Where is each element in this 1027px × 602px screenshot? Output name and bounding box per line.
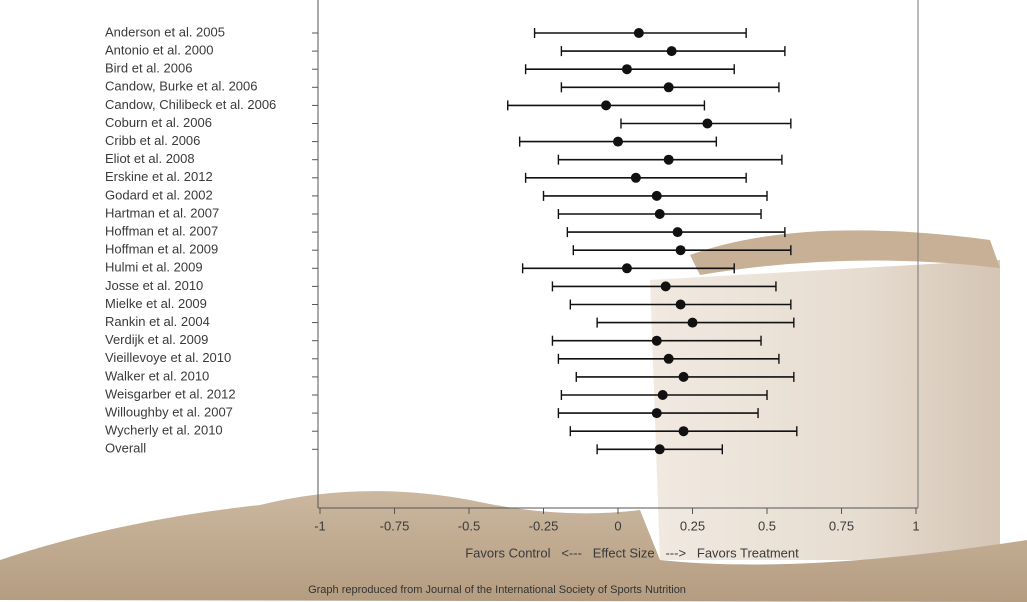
effect-point (676, 245, 686, 255)
effect-point (652, 408, 662, 418)
effect-point (673, 227, 683, 237)
study-label: Hoffman et al. 2007 (105, 224, 218, 239)
x-tick-label: 0.75 (829, 518, 854, 533)
study-label: Walker et al. 2010 (105, 368, 209, 383)
study-label: Godard et al. 2002 (105, 187, 213, 202)
effect-point (667, 46, 677, 56)
effect-point (679, 372, 689, 382)
effect-point (622, 263, 632, 273)
study-label: Antonio et al. 2000 (105, 43, 213, 58)
effect-point (702, 119, 712, 129)
effect-point (661, 281, 671, 291)
study-label: Rankin et al. 2004 (105, 314, 210, 329)
effect-point (676, 300, 686, 310)
study-label: Eliot et al. 2008 (105, 151, 195, 166)
effect-point (664, 155, 674, 165)
study-label: Vieillevoye et al. 2010 (105, 350, 231, 365)
study-label: Hartman et al. 2007 (105, 205, 219, 220)
effect-point (601, 100, 611, 110)
study-label: Overall (105, 441, 146, 456)
effect-point (655, 209, 665, 219)
effect-point (655, 444, 665, 454)
x-tick-label: -0.5 (458, 518, 480, 533)
study-label: Wycherly et al. 2010 (105, 423, 223, 438)
effect-point (664, 82, 674, 92)
chart: Favors Control <--- Effect Size ---> Fav… (0, 0, 1027, 602)
effect-point (679, 426, 689, 436)
study-label: Cribb et al. 2006 (105, 133, 200, 148)
effect-point (658, 390, 668, 400)
x-tick-label: 0.5 (758, 518, 776, 533)
effect-point (652, 191, 662, 201)
effect-point (634, 28, 644, 38)
study-label: Hoffman et al. 2009 (105, 242, 218, 257)
x-tick-label: 0.25 (680, 518, 705, 533)
study-label: Coburn et al. 2006 (105, 115, 212, 130)
x-tick-label: 1 (912, 518, 919, 533)
effect-point (622, 64, 632, 74)
effect-point (631, 173, 641, 183)
effect-point (613, 137, 623, 147)
x-tick-label: 0 (614, 518, 621, 533)
effect-point (664, 354, 674, 364)
study-label: Candow, Burke et al. 2006 (105, 79, 258, 94)
study-label: Erskine et al. 2012 (105, 169, 213, 184)
x-tick-label: -1 (314, 518, 326, 533)
effect-point (688, 318, 698, 328)
x-tick-label: -0.75 (380, 518, 410, 533)
effect-point (652, 336, 662, 346)
x-axis-label: Favors Control <--- Effect Size ---> Fav… (465, 545, 799, 560)
study-label: Anderson et al. 2005 (105, 24, 225, 39)
study-label: Weisgarber et al. 2012 (105, 386, 236, 401)
footnote: Graph reproduced from Journal of the Int… (308, 584, 686, 596)
study-label: Verdijk et al. 2009 (105, 332, 208, 347)
study-label: Hulmi et al. 2009 (105, 260, 203, 275)
study-label: Willoughby et al. 2007 (105, 405, 233, 420)
x-tick-label: -0.25 (529, 518, 559, 533)
study-label: Josse et al. 2010 (105, 278, 203, 293)
study-label: Candow, Chilibeck et al. 2006 (105, 97, 276, 112)
study-label: Mielke et al. 2009 (105, 296, 207, 311)
study-label: Bird et al. 2006 (105, 61, 192, 76)
